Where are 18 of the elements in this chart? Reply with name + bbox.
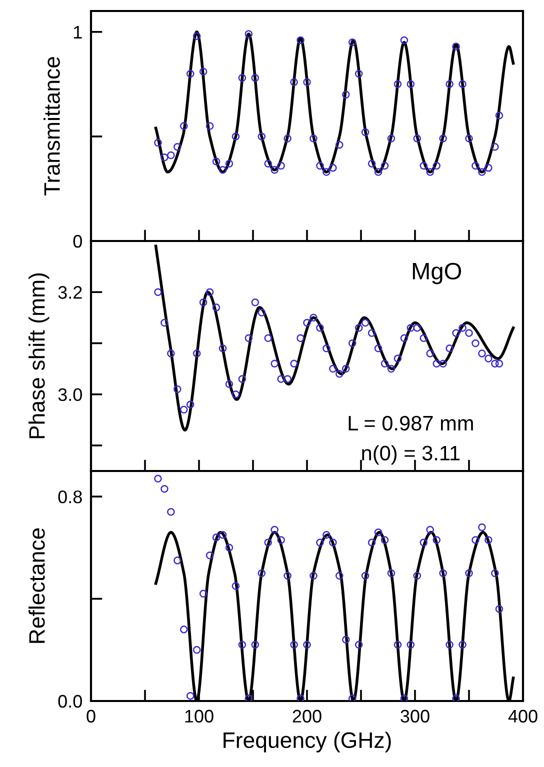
x-tick-label: 200 [292, 710, 322, 723]
x-tick-label: 100 [185, 710, 214, 723]
y-axis-title: Reflectance [28, 528, 45, 643]
annotation: n(0) = 3.11 [362, 445, 460, 465]
y-tick-label: 3.0 [58, 388, 82, 402]
y-tick-label: 0 [73, 234, 82, 248]
y-tick-label: 0.0 [58, 694, 82, 708]
x-tick-label: 400 [508, 710, 538, 723]
annotation: MgO [412, 262, 462, 284]
y-tick-label: 0.8 [58, 490, 82, 504]
y-axis-title: Phase shift (mm) [28, 273, 50, 438]
y-tick-label: 3.2 [58, 286, 82, 299]
y-axis-title: Transmittance [44, 57, 60, 196]
x-tick-label: 0 [86, 710, 96, 723]
x-tick-label: 300 [400, 710, 430, 723]
annotation: L = 0.987 mm [348, 416, 473, 431]
x-axis-title: Frequency (GHz) [224, 732, 391, 752]
y-tick-label: 1 [74, 26, 82, 38]
